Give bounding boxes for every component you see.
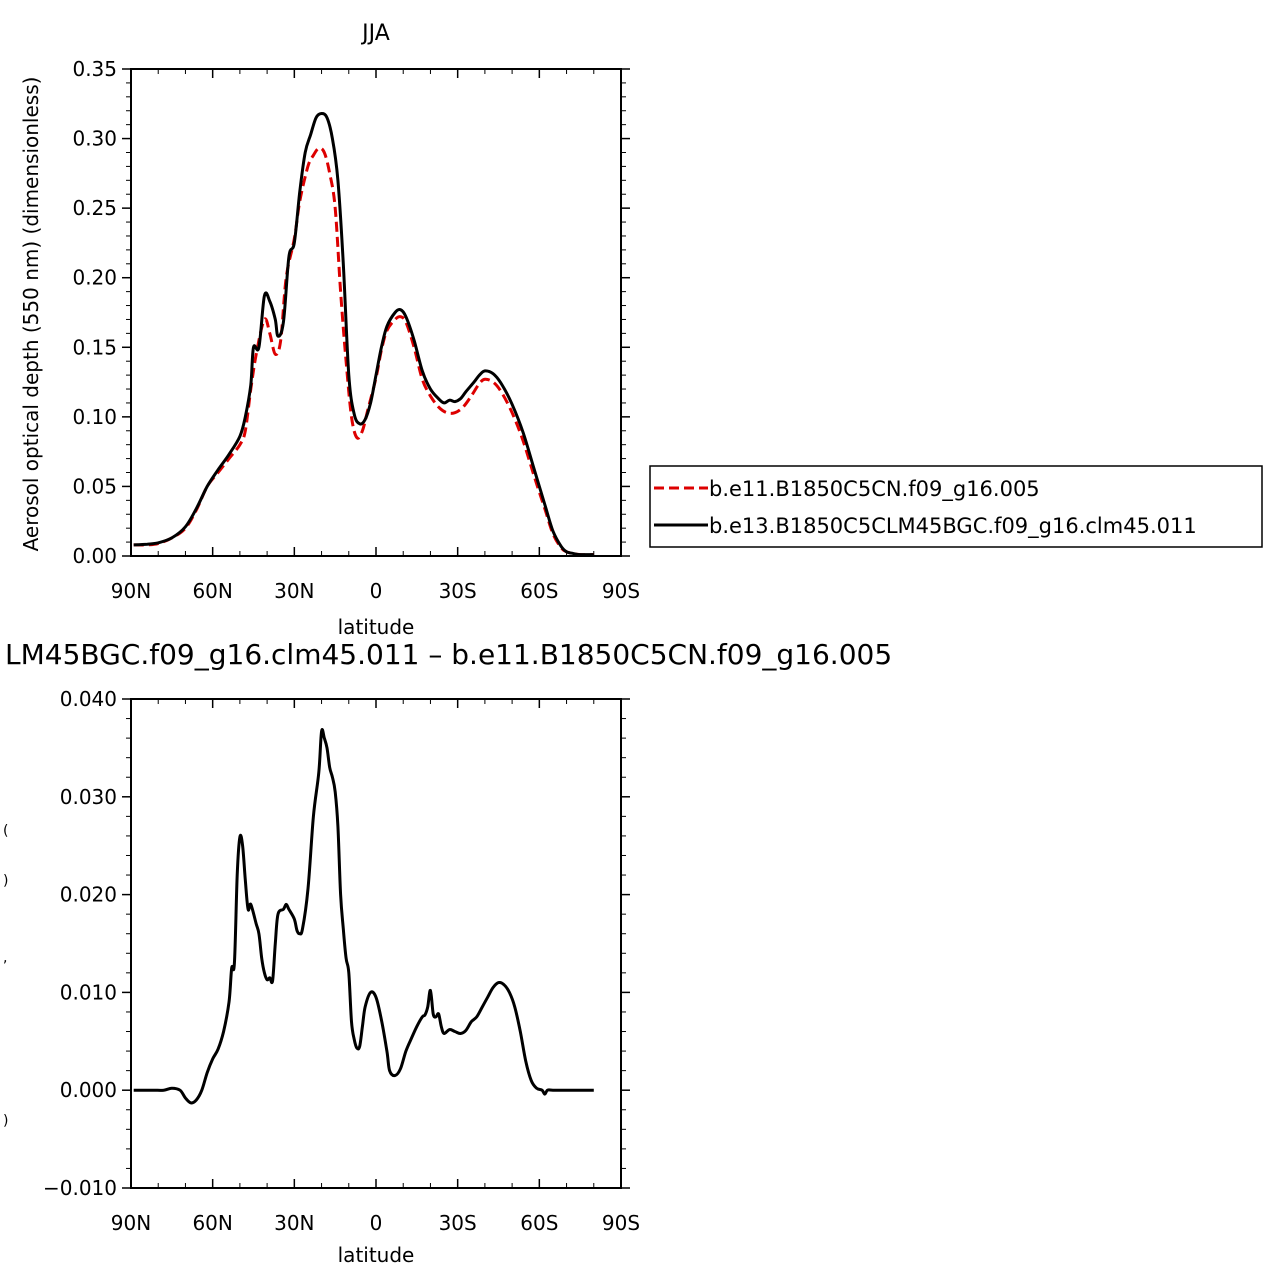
top-chart-y-axis-label: Aerosol optical depth (550 nm) (dimensio… [19, 77, 43, 552]
y-tick-label: 0.10 [72, 405, 117, 429]
x-tick-label: 90N [111, 1211, 151, 1235]
top-chart-x-axis-label: latitude [338, 615, 415, 639]
y-tick-label: 0.25 [72, 196, 117, 220]
bottom-chart-series [133, 728, 594, 1105]
x-tick-label: 30N [274, 579, 314, 603]
y-tick-label: 0.35 [72, 57, 117, 81]
margin-fragment: ( [3, 823, 8, 839]
y-tick-label: 0.040 [60, 687, 117, 711]
x-tick-label: 60S [520, 1211, 558, 1235]
y-tick-label: 0.020 [60, 883, 117, 907]
y-tick-label: 0.15 [72, 335, 117, 359]
y-tick-label: 0.20 [72, 266, 117, 290]
x-tick-label: 60S [520, 579, 558, 603]
top-chart-series [133, 112, 594, 557]
x-tick-label: 30S [439, 579, 477, 603]
x-tick-label: 90S [602, 579, 640, 603]
y-tick-label: −0.010 [43, 1176, 117, 1200]
y-tick-label: 0.030 [60, 785, 117, 809]
x-tick-label: 30S [439, 1211, 477, 1235]
top-chart: JJA Aerosol optical depth (550 nm) (dime… [19, 21, 640, 639]
top-chart-ticks [122, 68, 630, 557]
legend-box [649, 465, 1263, 548]
y-tick-label: 0.010 [60, 980, 117, 1004]
bottom-chart-ticks [122, 698, 630, 1189]
x-tick-label: 30N [274, 1211, 314, 1235]
legend: b.e11.B1850C5CN.f09_g16.005 b.e13.B1850C… [649, 465, 1263, 548]
y-tick-label: 0.000 [60, 1078, 117, 1102]
bottom-chart-tick-labels: 90N 60N 30N 0 30S 60S 90S −0.010 0.000 0.010 0.020… [43, 687, 640, 1235]
series-line-1 [133, 728, 594, 1105]
y-tick-label: 0.30 [72, 127, 117, 151]
top-chart-title: JJA [360, 21, 390, 46]
x-tick-label: 0 [370, 579, 383, 603]
x-tick-label: 0 [370, 1211, 383, 1235]
x-tick-label: 90S [602, 1211, 640, 1235]
legend-label-series-2: b.e13.B1850C5CLM45BGC.f09_g16.clm45.011 [709, 514, 1197, 539]
top-chart-frame [130, 68, 622, 557]
x-tick-label: 60N [192, 579, 232, 603]
bottom-chart: LM45BGC.f09_g16.clm45.011 – b.e11.B1850C… [3, 638, 892, 1267]
series-line-2 [133, 112, 594, 557]
margin-fragment: , [3, 950, 7, 966]
y-tick-label: 0.05 [72, 474, 117, 498]
y-tick-label: 0.00 [72, 544, 117, 568]
margin-fragment: ) [3, 1113, 8, 1129]
left-margin-fragments: ( ) , ) [3, 823, 8, 1129]
margin-fragment: ) [3, 873, 8, 889]
bottom-chart-frame [130, 698, 622, 1189]
x-tick-label: 90N [111, 579, 151, 603]
legend-label-series-1: b.e11.B1850C5CN.f09_g16.005 [709, 477, 1040, 502]
series-line-1 [133, 146, 594, 557]
x-tick-label: 60N [192, 1211, 232, 1235]
bottom-chart-title: LM45BGC.f09_g16.clm45.011 – b.e11.B1850C… [5, 638, 892, 671]
top-chart-tick-labels: 90N 60N 30N 0 30S 60S 90S 0.00 0.05 0.10 0.15 0.20 0… [72, 57, 640, 603]
bottom-chart-x-axis-label: latitude [338, 1243, 415, 1267]
